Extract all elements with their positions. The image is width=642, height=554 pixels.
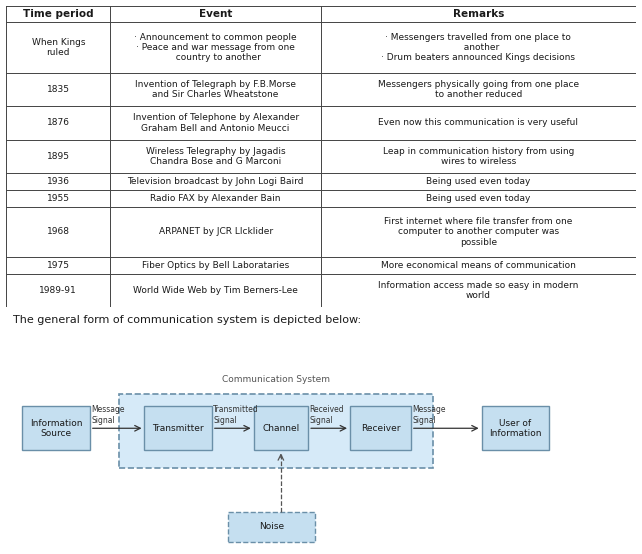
Text: Channel: Channel bbox=[262, 424, 300, 433]
Text: Communication System: Communication System bbox=[222, 375, 330, 384]
Text: Leap in communication history from using
wires to wireless: Leap in communication history from using… bbox=[383, 147, 574, 166]
Text: 1835: 1835 bbox=[47, 85, 70, 94]
Text: Receiver: Receiver bbox=[361, 424, 400, 433]
Text: More economical means of communication: More economical means of communication bbox=[381, 261, 576, 270]
Text: · Messengers travelled from one place to
  another
· Drum beaters announced King: · Messengers travelled from one place to… bbox=[381, 33, 575, 63]
Text: Information access made so easy in modern
world: Information access made so easy in moder… bbox=[378, 281, 578, 300]
Text: Invention of Telephone by Alexander
Graham Bell and Antonio Meucci: Invention of Telephone by Alexander Grah… bbox=[132, 113, 299, 132]
Text: Being used even today: Being used even today bbox=[426, 194, 530, 203]
Text: Information
Source: Information Source bbox=[30, 419, 82, 438]
Text: 1975: 1975 bbox=[47, 261, 70, 270]
Text: Transmitted
Signal: Transmitted Signal bbox=[213, 405, 259, 424]
Text: Fiber Optics by Bell Laborataries: Fiber Optics by Bell Laborataries bbox=[142, 261, 290, 270]
Text: Transmitter: Transmitter bbox=[152, 424, 204, 433]
Text: Wireless Telegraphy by Jagadis
Chandra Bose and G Marconi: Wireless Telegraphy by Jagadis Chandra B… bbox=[146, 147, 286, 166]
Text: World Wide Web by Tim Berners-Lee: World Wide Web by Tim Berners-Lee bbox=[133, 286, 298, 295]
Text: First internet where file transfer from one
computer to another computer was
pos: First internet where file transfer from … bbox=[384, 217, 573, 247]
Text: Radio FAX by Alexander Bain: Radio FAX by Alexander Bain bbox=[150, 194, 281, 203]
Text: Television broadcast by John Logi Baird: Television broadcast by John Logi Baird bbox=[127, 177, 304, 186]
Text: Even now this communication is very useful: Even now this communication is very usef… bbox=[378, 119, 578, 127]
Text: Received
Signal: Received Signal bbox=[309, 405, 344, 424]
Bar bbox=[350, 406, 411, 450]
Text: Being used even today: Being used even today bbox=[426, 177, 530, 186]
Text: Message
Signal: Message Signal bbox=[91, 405, 125, 424]
Text: The general form of communication system is depicted below:: The general form of communication system… bbox=[13, 315, 361, 325]
Text: When Kings
ruled: When Kings ruled bbox=[31, 38, 85, 57]
Bar bbox=[482, 406, 549, 450]
Text: ARPANET by JCR LIcklider: ARPANET by JCR LIcklider bbox=[159, 228, 273, 237]
Bar bbox=[228, 512, 315, 542]
Bar bbox=[22, 406, 90, 450]
Text: User of
Information: User of Information bbox=[489, 419, 541, 438]
Text: 1876: 1876 bbox=[47, 119, 70, 127]
Text: Noise: Noise bbox=[259, 522, 284, 531]
Bar bbox=[254, 406, 308, 450]
Bar bbox=[119, 394, 433, 468]
Text: 1936: 1936 bbox=[47, 177, 70, 186]
Text: 1989-91: 1989-91 bbox=[39, 286, 77, 295]
Text: 1968: 1968 bbox=[47, 228, 70, 237]
Text: Time period: Time period bbox=[23, 9, 94, 19]
Text: 1955: 1955 bbox=[47, 194, 70, 203]
Bar bbox=[144, 406, 212, 450]
Text: 1895: 1895 bbox=[47, 152, 70, 161]
Text: Messengers physically going from one place
to another reduced: Messengers physically going from one pla… bbox=[377, 80, 579, 99]
Text: Event: Event bbox=[199, 9, 232, 19]
Text: · Announcement to common people
· Peace and war message from one
  country to an: · Announcement to common people · Peace … bbox=[134, 33, 297, 63]
Text: Remarks: Remarks bbox=[453, 9, 504, 19]
Text: Invention of Telegraph by F.B.Morse
and Sir Charles Wheatstone: Invention of Telegraph by F.B.Morse and … bbox=[135, 80, 296, 99]
Text: Message
Signal: Message Signal bbox=[412, 405, 446, 424]
